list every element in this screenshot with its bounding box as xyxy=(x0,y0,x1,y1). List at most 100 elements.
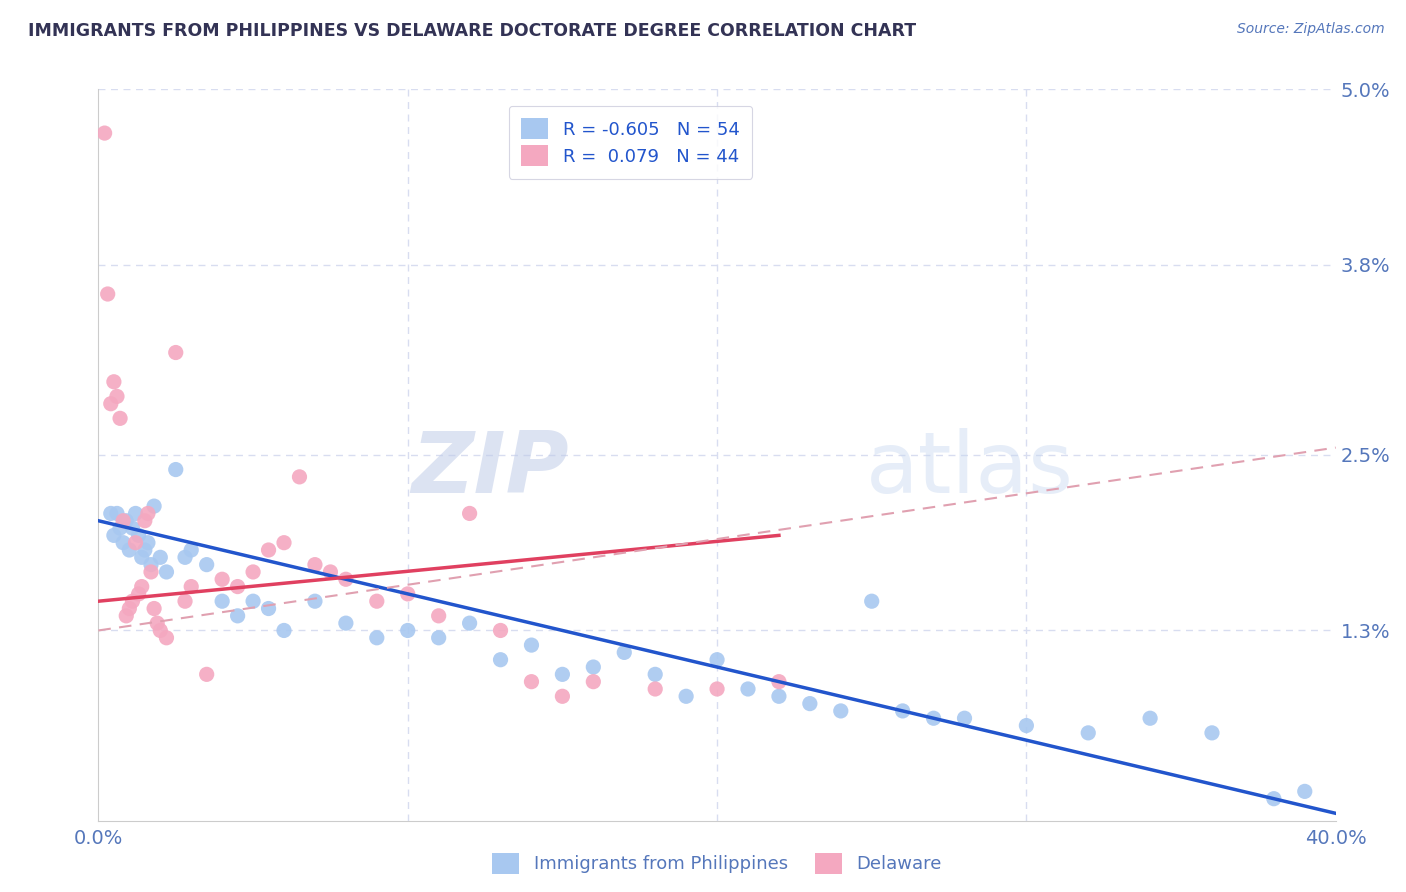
Point xyxy=(103,528,125,542)
Point xyxy=(226,580,249,594)
Point xyxy=(304,594,326,608)
Point xyxy=(134,514,156,528)
Text: IMMIGRANTS FROM PHILIPPINES VS DELAWARE DOCTORATE DEGREE CORRELATION CHART: IMMIGRANTS FROM PHILIPPINES VS DELAWARE … xyxy=(28,22,917,40)
Point xyxy=(922,711,945,725)
Point xyxy=(799,697,821,711)
Point xyxy=(100,507,122,521)
Point xyxy=(366,631,388,645)
Point xyxy=(100,397,122,411)
Point xyxy=(427,608,450,623)
Point xyxy=(211,594,233,608)
Point xyxy=(860,594,883,608)
Point xyxy=(644,667,666,681)
Point xyxy=(118,601,141,615)
Point xyxy=(273,535,295,549)
Point xyxy=(520,638,543,652)
Point xyxy=(149,624,172,638)
Point xyxy=(582,674,605,689)
Point xyxy=(458,616,481,631)
Point xyxy=(953,711,976,725)
Point xyxy=(489,653,512,667)
Point xyxy=(520,674,543,689)
Point xyxy=(257,543,280,558)
Point xyxy=(115,608,138,623)
Point xyxy=(458,507,481,521)
Point xyxy=(273,624,295,638)
Point xyxy=(121,521,143,535)
Point xyxy=(257,601,280,615)
Point xyxy=(891,704,914,718)
Point xyxy=(121,594,143,608)
Point xyxy=(165,345,187,359)
Point xyxy=(396,587,419,601)
Point xyxy=(768,674,790,689)
Point xyxy=(242,594,264,608)
Point xyxy=(675,690,697,704)
Point xyxy=(105,507,128,521)
Point xyxy=(155,631,177,645)
Point xyxy=(335,616,357,631)
Point xyxy=(115,514,138,528)
Point xyxy=(1263,791,1285,805)
Point xyxy=(288,470,311,484)
Point xyxy=(768,690,790,704)
Point xyxy=(613,645,636,659)
Point xyxy=(335,572,357,586)
Point xyxy=(134,543,156,558)
Point xyxy=(97,287,120,301)
Point xyxy=(180,543,202,558)
Point xyxy=(319,565,342,579)
Point xyxy=(427,631,450,645)
Point xyxy=(706,681,728,696)
Point xyxy=(108,521,131,535)
Point xyxy=(211,572,233,586)
Point xyxy=(226,608,249,623)
Point xyxy=(165,462,187,476)
Point xyxy=(174,550,197,565)
Point xyxy=(489,624,512,638)
Point xyxy=(1139,711,1161,725)
Point xyxy=(93,126,115,140)
Text: ZIP: ZIP xyxy=(411,428,568,511)
Point xyxy=(128,587,150,601)
Point xyxy=(195,558,218,572)
Point xyxy=(242,565,264,579)
Point xyxy=(112,535,135,549)
Point xyxy=(124,535,146,549)
Point xyxy=(706,653,728,667)
Point xyxy=(1201,726,1223,740)
Point xyxy=(830,704,852,718)
Point xyxy=(551,667,574,681)
Point xyxy=(105,389,128,403)
Point xyxy=(118,543,141,558)
Point xyxy=(136,507,159,521)
Point xyxy=(195,667,218,681)
Point xyxy=(155,565,177,579)
Point xyxy=(131,580,153,594)
Point xyxy=(143,601,166,615)
Point xyxy=(1294,784,1316,798)
Point xyxy=(139,565,162,579)
Point xyxy=(1077,726,1099,740)
Point xyxy=(551,690,574,704)
Point xyxy=(737,681,759,696)
Point xyxy=(146,616,169,631)
Point xyxy=(112,514,135,528)
Point xyxy=(174,594,197,608)
Point xyxy=(582,660,605,674)
Point xyxy=(131,550,153,565)
Point xyxy=(180,580,202,594)
Point xyxy=(124,507,146,521)
Point xyxy=(143,499,166,513)
Point xyxy=(149,550,172,565)
Point xyxy=(366,594,388,608)
Text: Source: ZipAtlas.com: Source: ZipAtlas.com xyxy=(1237,22,1385,37)
Point xyxy=(1015,718,1038,732)
Point xyxy=(139,558,162,572)
Legend: Immigrants from Philippines, Delaware: Immigrants from Philippines, Delaware xyxy=(485,846,949,881)
Point xyxy=(108,411,131,425)
Point xyxy=(103,375,125,389)
Point xyxy=(396,624,419,638)
Point xyxy=(136,535,159,549)
Point xyxy=(128,528,150,542)
